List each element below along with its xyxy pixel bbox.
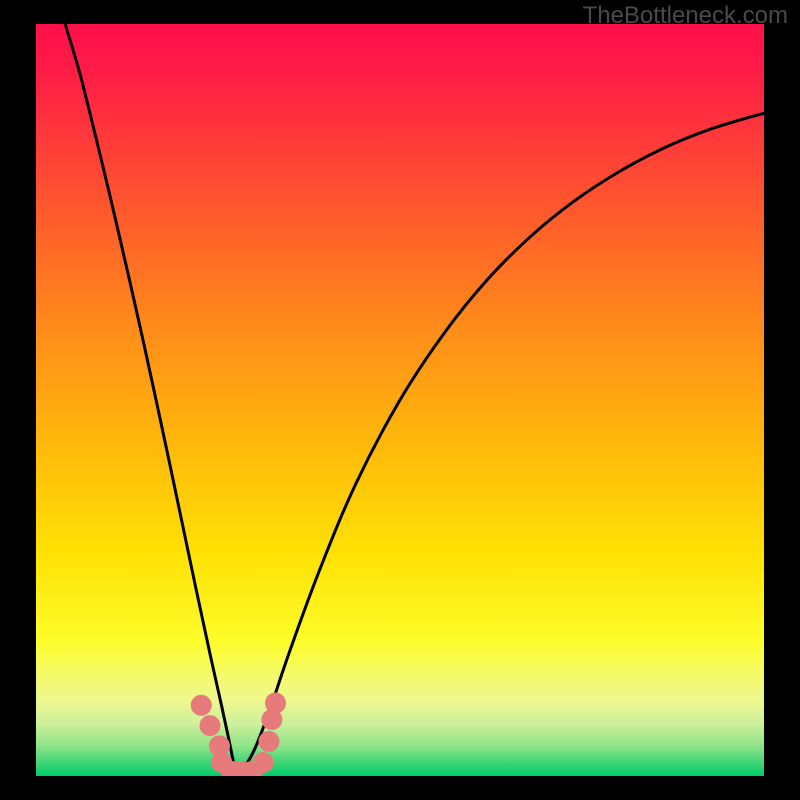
curve-marker — [253, 752, 273, 772]
curve-marker — [200, 716, 220, 736]
curve-markers — [36, 24, 764, 776]
watermark-text: TheBottleneck.com — [583, 2, 788, 30]
curve-marker — [266, 693, 286, 713]
curve-marker — [259, 731, 279, 751]
plot-area — [36, 24, 764, 776]
chart-stage: TheBottleneck.com — [0, 0, 800, 800]
curve-marker — [191, 695, 211, 715]
